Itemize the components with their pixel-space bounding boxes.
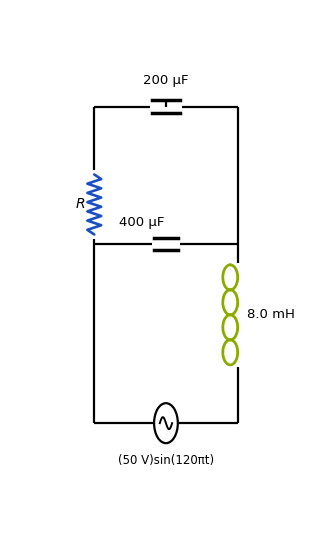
Text: 200 μF: 200 μF: [143, 75, 189, 88]
Text: 400 μF: 400 μF: [119, 216, 164, 229]
Text: (50 V)sin(120πt): (50 V)sin(120πt): [118, 453, 214, 466]
Text: R: R: [76, 197, 85, 212]
Text: 8.0 mH: 8.0 mH: [247, 308, 295, 321]
